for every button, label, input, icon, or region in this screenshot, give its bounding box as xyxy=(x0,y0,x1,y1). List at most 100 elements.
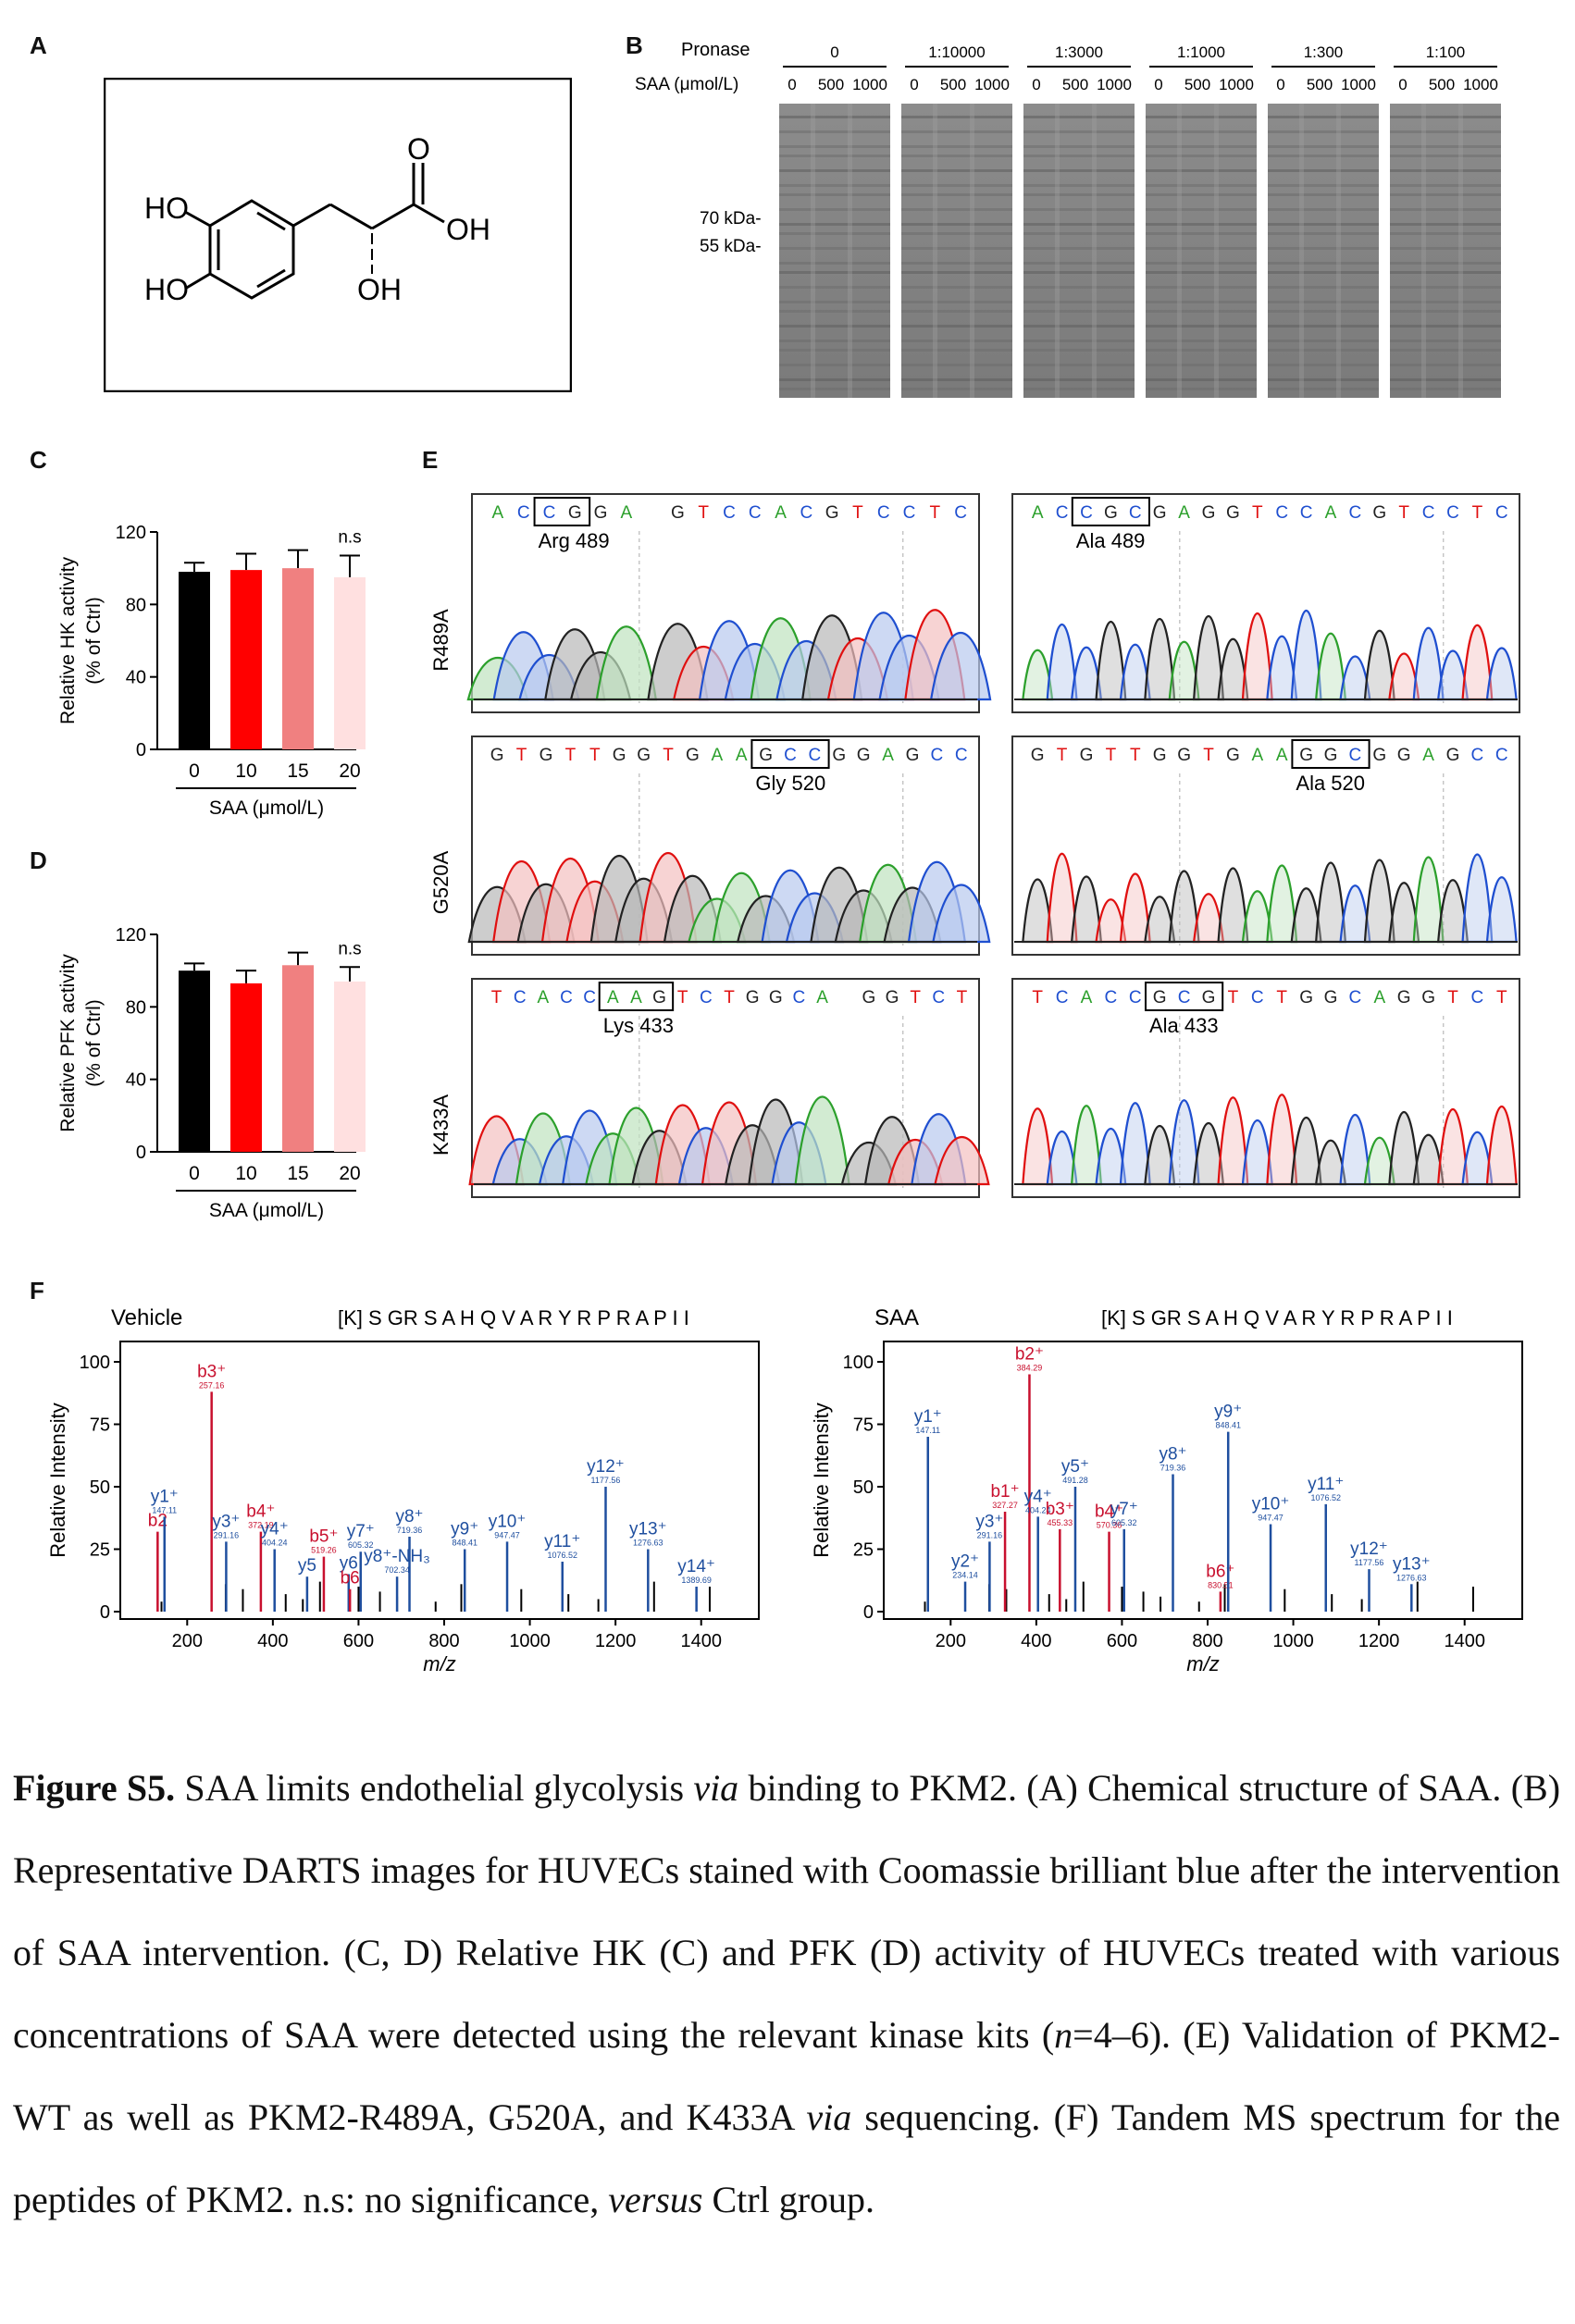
peak-label: b3⁺ xyxy=(197,1362,226,1381)
gel-band xyxy=(901,208,1012,211)
gel-band xyxy=(779,247,890,250)
gel-band xyxy=(1268,286,1379,289)
codon-box xyxy=(1291,739,1370,769)
gel-band xyxy=(1390,271,1501,274)
spectrum-title: Vehicle xyxy=(111,1305,182,1330)
gel-band xyxy=(1268,116,1379,118)
base-letter: A xyxy=(775,503,787,523)
trace-peak xyxy=(1363,1136,1395,1186)
gel-band xyxy=(1390,262,1501,265)
caption-text-2: binding to PKM2. (A) Chemical structure … xyxy=(13,1767,1561,2056)
atom-oh-acid: OH xyxy=(446,213,490,246)
chemical-structure: HO HO O OH OH xyxy=(104,78,572,392)
marker-70kda: 70 kDa- xyxy=(700,209,762,229)
gel-band xyxy=(1390,310,1501,313)
trace-peak xyxy=(1461,1131,1494,1186)
base-letter: C xyxy=(784,746,797,765)
peak-label: y1⁺ xyxy=(914,1407,942,1427)
peak-label: y10⁺ xyxy=(489,1512,527,1531)
lane-gap xyxy=(848,104,852,398)
gel-band xyxy=(901,155,1012,157)
base-letter: G xyxy=(1299,988,1313,1007)
lane-label-0-0: 0 xyxy=(788,76,796,93)
gel-band xyxy=(779,310,890,313)
peak-label: y3⁺ xyxy=(975,1512,1003,1531)
peak-label: y3⁺ xyxy=(212,1512,240,1531)
gel-band xyxy=(1146,364,1257,366)
peak-mz: 830.51 xyxy=(1208,1580,1234,1589)
y-tick-label: 40 xyxy=(126,668,146,688)
x-tick-label: 10 xyxy=(235,760,256,782)
base-letter: G xyxy=(1324,988,1338,1007)
x-tick-label: 15 xyxy=(287,760,308,782)
trace-peak xyxy=(1339,884,1371,944)
base-letter: C xyxy=(954,503,967,523)
base-letter: T xyxy=(852,503,863,523)
gel-band xyxy=(901,310,1012,313)
y-tick-label: 120 xyxy=(116,523,146,543)
gel-band xyxy=(1023,169,1135,172)
lane-gap xyxy=(1299,104,1304,398)
caption-text-4: sequencing. (F) Tandem MS spectrum for t… xyxy=(13,2096,1561,2220)
gel-band xyxy=(1268,301,1379,303)
base-letter: C xyxy=(723,503,736,523)
lane-label-2-0: 0 xyxy=(1032,76,1040,93)
base-letter: C xyxy=(1495,503,1508,523)
base-letter: G xyxy=(759,746,773,765)
gel-band xyxy=(1268,271,1379,274)
gel-band xyxy=(1390,388,1501,390)
peak-mz: 719.36 xyxy=(397,1526,423,1535)
x-tick-label: 400 xyxy=(1021,1631,1051,1651)
bar-20 xyxy=(334,576,366,749)
base-letter: C xyxy=(700,988,713,1007)
base-letter: T xyxy=(1398,503,1409,523)
saa-label: SAA (μmol/L) xyxy=(635,75,738,94)
panel-label-d: D xyxy=(30,847,47,874)
base-letter: C xyxy=(1178,988,1191,1007)
gel-band xyxy=(901,388,1012,390)
gel-band xyxy=(1268,155,1379,157)
x-tick-label: 0 xyxy=(189,760,200,782)
peak-mz: 327.27 xyxy=(992,1501,1018,1510)
gel-band xyxy=(901,145,1012,148)
lane-label-3-0: 0 xyxy=(1154,76,1162,93)
base-letter: C xyxy=(1129,988,1142,1007)
spectrum-title: SAA xyxy=(874,1305,919,1330)
base-letter: G xyxy=(1299,746,1313,765)
lane-gap xyxy=(1336,104,1341,398)
gel-band xyxy=(1146,145,1257,148)
gel-band xyxy=(1390,325,1501,328)
y-tick-label: 80 xyxy=(126,997,146,1018)
gel-band xyxy=(1146,184,1257,187)
peak-mz: 605.32 xyxy=(1111,1518,1137,1527)
lane-gap xyxy=(970,104,974,398)
pronase-ratio-4: 1:300 xyxy=(1304,43,1344,61)
y-axis-label: Relative PFK activity xyxy=(57,954,79,1132)
peptide-sequence: [K] S GR S A H Q V A R Y R P R A P I I xyxy=(338,1306,689,1329)
gel-band xyxy=(901,301,1012,303)
gel-band xyxy=(1268,232,1379,235)
base-letter: T xyxy=(1032,988,1043,1007)
base-letter: C xyxy=(1471,988,1484,1007)
trace-peak xyxy=(794,1095,850,1186)
gel-band xyxy=(1023,301,1135,303)
gel-band xyxy=(779,193,890,196)
gel-band xyxy=(779,271,890,274)
gel-band xyxy=(1023,340,1135,342)
gel-band xyxy=(779,145,890,148)
gel-band xyxy=(779,349,890,352)
trace-peak xyxy=(1485,876,1518,944)
base-letter: T xyxy=(1057,746,1068,765)
peak-mz: 291.16 xyxy=(214,1530,240,1539)
caption-n: n xyxy=(1054,2014,1073,2056)
codon-box xyxy=(598,982,675,1011)
gel-band xyxy=(1268,325,1379,328)
base-letter: C xyxy=(1349,988,1362,1007)
trace-peak xyxy=(932,884,991,944)
lane-gap xyxy=(1214,104,1219,398)
gel-band xyxy=(901,262,1012,265)
peak-mz: 1276.63 xyxy=(1396,1573,1427,1582)
gel-band xyxy=(1146,223,1257,226)
mutant-label-R489A: R489A xyxy=(429,609,453,672)
